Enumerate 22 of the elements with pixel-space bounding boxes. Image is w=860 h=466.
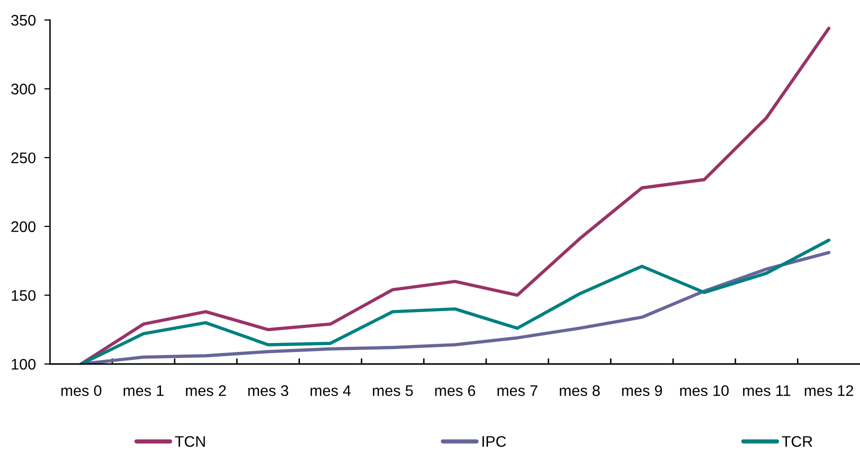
y-tick-label: 300 — [11, 84, 36, 94]
x-tick-label: mes 9 — [622, 385, 662, 396]
x-tick-label: mes 5 — [372, 385, 413, 396]
x-tick-label: mes 11 — [743, 385, 790, 396]
y-tick-label: 250 — [11, 152, 36, 164]
x-tick-label: mes 1 — [124, 385, 164, 396]
legend-label: IPC — [482, 436, 506, 447]
legend-label: TCR — [782, 436, 812, 447]
x-tick-label: mes 10 — [680, 385, 729, 396]
x-tick-label: mes 4 — [310, 385, 351, 396]
x-tick-label: mes 7 — [498, 385, 538, 396]
x-tick-label: mes 2 — [186, 385, 226, 396]
y-tick-label: 200 — [11, 221, 36, 232]
y-tick-label: 350 — [11, 14, 36, 26]
y-tick-label: 150 — [12, 290, 36, 301]
x-tick-label: mes 0 — [61, 385, 102, 396]
y-tick-label: 100 — [12, 358, 36, 370]
x-tick-label: mes 3 — [248, 385, 288, 396]
x-tick-label: mes 8 — [560, 385, 600, 396]
x-tick-label: mes 6 — [435, 385, 476, 396]
legend-label: TCN — [175, 436, 205, 447]
x-tick-label: mes 12 — [804, 385, 854, 396]
